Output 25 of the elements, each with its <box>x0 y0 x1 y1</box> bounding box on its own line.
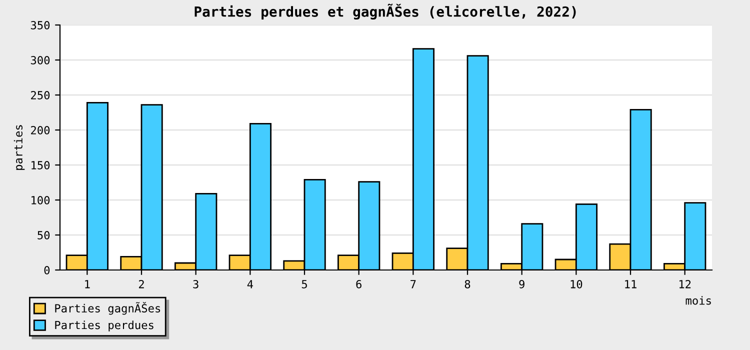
y-tick-label: 350 <box>30 21 50 30</box>
x-tick-label: 4 <box>247 280 253 288</box>
x-tick-label: 7 <box>410 280 416 288</box>
y-axis-title: parties <box>14 125 25 170</box>
legend-label: Parties perdues <box>55 320 154 332</box>
x-tick-label: 2 <box>138 280 144 288</box>
y-tick-label: 100 <box>32 196 50 204</box>
legend-label: Parties gagnÃŠes <box>55 302 160 315</box>
y-tick-label: 0 <box>44 266 50 274</box>
x-tick-label: 11 <box>625 280 636 288</box>
y-tick-label: 300 <box>30 56 50 64</box>
y-tick-label: 200 <box>31 126 50 134</box>
y-tick-label: 150 <box>32 161 50 170</box>
x-tick-label: 8 <box>464 280 470 288</box>
y-tick-label: 50 <box>38 231 50 240</box>
x-tick-label: 10 <box>570 280 582 288</box>
y-tick-label: 250 <box>31 91 50 100</box>
x-tick-label: 1 <box>85 280 90 288</box>
x-tick-label: 12 <box>679 280 691 288</box>
x-axis-title: mois <box>686 296 711 305</box>
chart-title: Parties perdues et gagnÃŠes (elicorelle, 2022) <box>194 4 576 20</box>
x-tick-label: 5 <box>302 280 307 288</box>
x-tick-label: 9 <box>519 280 524 288</box>
x-tick-label: 6 <box>356 280 362 288</box>
x-tick-label: 3 <box>193 280 198 288</box>
